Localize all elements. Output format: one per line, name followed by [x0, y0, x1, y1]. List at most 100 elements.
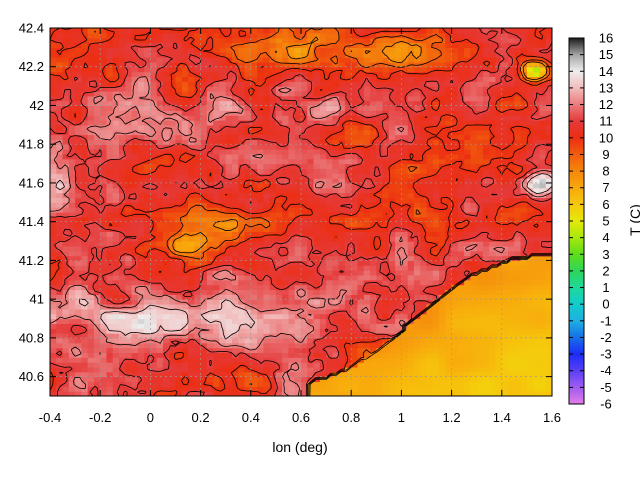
heat-cell [326, 168, 333, 174]
heat-cell [319, 241, 327, 247]
heat-cell [75, 66, 82, 73]
heat-cell [150, 52, 158, 58]
heat-cell [257, 144, 264, 150]
heat-cell [250, 226, 258, 232]
heat-cell [432, 90, 440, 97]
heat-cell [426, 105, 434, 111]
heat-cell [137, 265, 145, 271]
heat-cell [238, 391, 246, 396]
heat-cell [125, 236, 133, 242]
heat-cell [395, 265, 403, 271]
heat-cell [363, 192, 371, 199]
heat-cell [200, 236, 208, 242]
heat-cell [200, 81, 208, 87]
heat-cell [413, 323, 421, 329]
heat-cell [181, 289, 189, 295]
heat-cell [370, 115, 377, 121]
heat-cell [219, 153, 227, 160]
heat-cell [75, 173, 82, 179]
heat-cell [401, 284, 409, 291]
heat-cell [181, 221, 189, 228]
heat-cell [137, 129, 145, 136]
heat-cell [62, 192, 70, 199]
heat-cell [56, 216, 64, 223]
heat-cell [263, 226, 271, 232]
heat-cell [194, 42, 202, 48]
heat-cell [376, 71, 384, 78]
heat-cell [407, 153, 415, 160]
heat-cell [93, 129, 101, 136]
heat-cell [344, 124, 352, 131]
heat-cell [382, 386, 390, 392]
heat-cell [213, 95, 221, 102]
heat-cell [244, 197, 252, 203]
heat-cell [439, 221, 446, 228]
heat-cell [119, 236, 126, 242]
heat-cell [169, 120, 177, 126]
heat-cell [370, 318, 377, 324]
heat-cell [119, 149, 126, 155]
heat-cell [238, 139, 246, 145]
heat-cell [420, 212, 428, 218]
heat-cell [432, 212, 440, 218]
heat-cell [457, 371, 465, 378]
heat-cell [313, 245, 321, 252]
heat-cell [238, 250, 246, 257]
heat-cell [382, 289, 390, 295]
heat-cell [181, 153, 189, 160]
heat-cell [156, 192, 164, 199]
heat-cell [282, 52, 290, 58]
heat-cell [294, 366, 302, 373]
heat-cell [451, 110, 459, 116]
heat-cell [388, 318, 396, 324]
heat-cell [93, 328, 101, 334]
heat-cell [131, 37, 139, 44]
heat-cell [313, 120, 321, 126]
heat-cell [175, 221, 183, 228]
heat-cell [200, 139, 208, 145]
heat-cell [87, 347, 95, 354]
heat-cell [238, 71, 246, 78]
heat-cell [413, 357, 421, 363]
heat-cell [420, 115, 428, 121]
heat-cell [370, 47, 377, 53]
heat-cell [156, 61, 164, 68]
heat-cell [231, 245, 239, 252]
heat-cell [81, 294, 89, 300]
heat-cell [213, 294, 221, 300]
heat-cell [75, 284, 82, 291]
heat-cell [213, 255, 221, 262]
heat-cell [125, 32, 133, 39]
heat-cell [131, 202, 139, 208]
heat-cell [131, 66, 139, 73]
heat-cell [106, 57, 114, 63]
heat-cell [432, 274, 440, 281]
heat-cell [150, 207, 158, 213]
heat-cell [301, 57, 308, 63]
heat-cell [313, 124, 321, 131]
heat-cell [432, 192, 440, 199]
heat-cell [439, 347, 446, 354]
heat-cell [175, 386, 183, 392]
heat-cell [294, 197, 302, 203]
heat-cell [282, 362, 290, 368]
heat-cell [144, 115, 152, 121]
heat-cell [413, 299, 421, 305]
heat-cell [338, 284, 346, 291]
heat-cell [131, 120, 139, 126]
heat-cell [106, 207, 114, 213]
heat-cell [420, 241, 428, 247]
heat-cell [307, 333, 315, 339]
heat-cell [395, 289, 403, 295]
heat-cell [56, 187, 64, 194]
heat-cell [344, 52, 352, 58]
heat-cell [294, 52, 302, 58]
heat-cell [50, 294, 57, 300]
heat-cell [294, 337, 302, 344]
heat-cell [87, 47, 95, 53]
heat-cell [401, 105, 409, 111]
heat-cell [407, 187, 415, 194]
heat-cell [326, 386, 333, 392]
heat-cell [269, 381, 277, 387]
heat-cell [407, 313, 415, 320]
